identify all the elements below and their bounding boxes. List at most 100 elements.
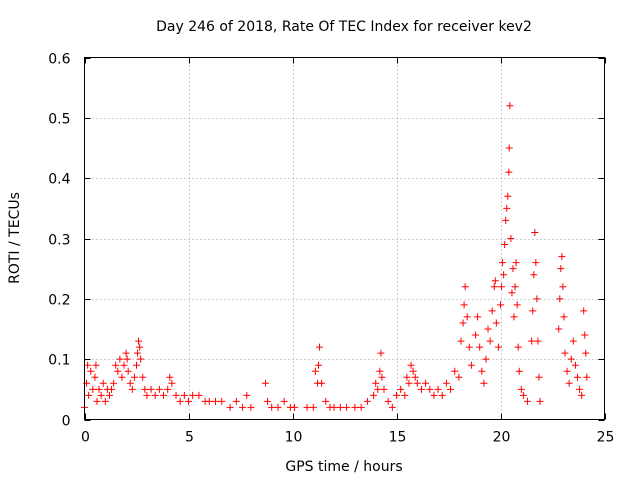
data-point <box>507 235 515 242</box>
data-point <box>417 385 425 393</box>
data-point <box>89 385 97 393</box>
data-point <box>486 337 494 345</box>
data-point <box>95 385 103 393</box>
data-point <box>303 403 311 411</box>
data-point <box>166 373 174 381</box>
data-point <box>212 397 220 405</box>
data-point <box>130 373 138 381</box>
data-point <box>99 379 107 387</box>
data-point <box>569 337 577 345</box>
data-point <box>490 283 498 291</box>
data-point <box>370 391 378 399</box>
data-point <box>97 391 105 399</box>
data-point <box>112 361 120 369</box>
data-point <box>114 367 122 375</box>
data-point <box>232 397 240 405</box>
data-point <box>363 397 371 405</box>
data-point <box>151 391 159 399</box>
data-points <box>81 102 591 411</box>
data-point <box>409 367 417 375</box>
x-tick-label: 0 <box>81 430 90 446</box>
data-point <box>357 403 365 411</box>
data-point <box>465 343 473 351</box>
data-point <box>556 295 564 303</box>
data-point <box>411 373 419 381</box>
data-point <box>185 397 192 405</box>
data-point <box>147 385 155 393</box>
data-point <box>430 391 438 399</box>
data-point <box>512 259 520 267</box>
data-point <box>506 102 514 110</box>
data-point <box>343 403 351 411</box>
data-point <box>560 313 568 321</box>
data-point <box>582 349 590 357</box>
data-point <box>578 391 586 399</box>
data-point <box>583 373 591 381</box>
data-point <box>434 385 442 393</box>
data-point <box>374 385 382 393</box>
data-point <box>393 391 400 399</box>
data-point <box>405 379 413 387</box>
data-point <box>372 379 380 387</box>
data-point <box>565 379 573 387</box>
data-point <box>514 343 522 351</box>
data-point <box>511 283 519 291</box>
data-point <box>478 367 486 375</box>
data-point <box>315 361 322 369</box>
data-point <box>447 385 455 393</box>
data-point <box>105 391 113 399</box>
data-point <box>472 331 480 339</box>
data-point <box>280 397 288 405</box>
data-point <box>133 361 140 369</box>
data-point <box>573 373 581 381</box>
data-point <box>226 403 234 411</box>
data-point <box>476 343 484 351</box>
data-point <box>517 385 525 393</box>
data-point <box>330 403 338 411</box>
data-point <box>571 361 579 369</box>
data-point <box>534 337 542 345</box>
data-point <box>480 379 488 387</box>
data-point <box>510 313 518 321</box>
y-tick-label: 0.3 <box>48 233 70 249</box>
data-point <box>407 361 415 369</box>
data-point <box>384 397 392 405</box>
data-point <box>502 216 510 224</box>
data-point <box>126 379 134 387</box>
data-point <box>561 349 569 357</box>
data-point <box>536 397 544 405</box>
data-point <box>243 391 251 399</box>
data-point <box>535 373 543 381</box>
data-point <box>497 301 504 309</box>
x-axis-label: GPS time / hours <box>285 459 402 475</box>
data-point <box>128 385 136 393</box>
grid <box>84 57 605 420</box>
plot-frame <box>84 57 605 420</box>
data-point <box>505 168 513 176</box>
data-point <box>137 355 145 363</box>
data-point <box>403 373 411 381</box>
data-point <box>503 204 511 212</box>
data-point <box>576 385 584 393</box>
data-point <box>388 403 396 411</box>
data-point <box>531 228 539 236</box>
data-point <box>529 307 537 315</box>
data-point <box>498 283 506 291</box>
data-point <box>377 349 385 357</box>
data-point <box>247 403 255 411</box>
data-point <box>91 373 99 381</box>
data-point <box>567 355 575 363</box>
data-point <box>84 361 92 369</box>
y-tick-label: 0.1 <box>48 353 70 369</box>
data-point <box>311 367 319 375</box>
data-point <box>426 385 434 393</box>
data-point <box>309 403 317 411</box>
data-point <box>85 391 93 399</box>
chart-title: Day 246 of 2018, Rate Of TEC Index for r… <box>156 19 532 35</box>
data-point <box>482 355 490 363</box>
data-point <box>380 385 388 393</box>
data-point <box>172 391 180 399</box>
x-tick-label: 25 <box>597 430 615 446</box>
x-tick-label: 15 <box>389 430 407 446</box>
